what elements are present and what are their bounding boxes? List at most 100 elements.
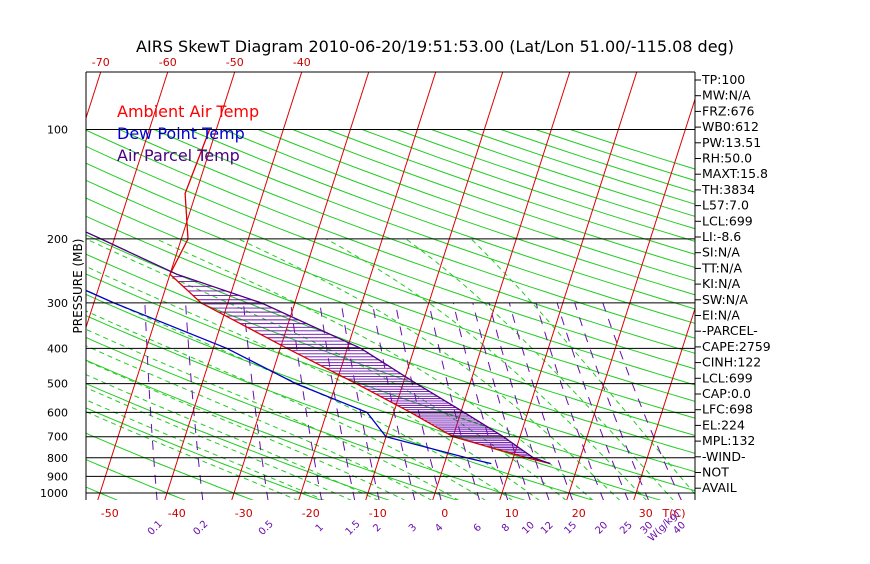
dry-adiabat-line <box>119 130 870 501</box>
index-label: CAPE:2759 <box>702 339 771 354</box>
mixing-ratio-tick-label: 25 <box>618 520 635 537</box>
index-label: RH:50.0 <box>702 151 752 166</box>
mixing-ratio-tick-label: 6 <box>472 522 484 534</box>
mixing-ratio-tick-label: 4 <box>433 522 445 534</box>
legend: Ambient Air Temp Dew Point Temp Air Parcel… <box>117 102 259 165</box>
indices-panel: TP:100MW:N/AFRZ:676WB0:612PW:13.51RH:50.… <box>695 72 771 495</box>
pressure-tick-label: 300 <box>47 297 68 310</box>
bottom-temp-tick-label: 30 <box>639 507 653 520</box>
mixing-ratio-line <box>575 303 649 501</box>
mixing-ratio-tick-label: 3 <box>407 522 419 534</box>
pressure-tick-label: 1000 <box>40 487 68 500</box>
top-temp-tick-label: -70 <box>92 56 110 69</box>
pressure-tick-label: 700 <box>47 431 68 444</box>
bottom-temp-tick-label: -10 <box>369 507 387 520</box>
dry-adiabat-line <box>223 130 870 501</box>
index-label: MW:N/A <box>702 88 751 103</box>
pressure-tick-label: 200 <box>47 233 68 246</box>
index-label: TH:3834 <box>701 182 755 197</box>
moist-adiabat-line <box>28 239 540 501</box>
dry-adiabat-line <box>327 130 870 501</box>
mixing-ratio-tick-label: 2 <box>371 522 383 534</box>
index-label: LI:-8.6 <box>702 229 741 244</box>
index-label: FRZ:676 <box>702 103 755 118</box>
index-label: TT:N/A <box>701 260 742 275</box>
top-temp-tick-label: -50 <box>226 56 244 69</box>
top-temp-tick-label: -60 <box>159 56 177 69</box>
pressure-tick-label: 500 <box>47 378 68 391</box>
dry-adiabat-line <box>362 130 870 501</box>
index-label: LCL:699 <box>702 213 753 228</box>
mixing-ratio-tick-label: 15 <box>563 520 580 537</box>
moist-adiabat-line <box>0 239 299 501</box>
mixing-ratio-tick-label: 10 <box>520 520 537 537</box>
dry-adiabat-line <box>0 130 187 501</box>
pressure-tick-label: 600 <box>47 406 68 419</box>
dry-adiabat-line <box>0 130 322 501</box>
bottom-temp-tick-label: 20 <box>572 507 586 520</box>
index-label: LFC:698 <box>702 402 753 417</box>
mixing-ratio-tick-label: 1 <box>314 522 326 534</box>
mixing-ratio-tick-label: 8 <box>500 522 512 534</box>
dry-adiabat-line <box>0 130 390 501</box>
bottom-temp-tick-label: -40 <box>168 507 186 520</box>
index-label: KI:N/A <box>702 276 741 291</box>
pressure-tick-label: 800 <box>47 452 68 465</box>
index-label: EI:N/A <box>702 308 740 323</box>
index-label: MAXT:15.8 <box>702 166 768 181</box>
bottom-temp-tick-label: -30 <box>235 507 253 520</box>
index-label: WB0:612 <box>702 119 759 134</box>
index-label: TP:100 <box>701 72 745 87</box>
mixing-ratio-tick-label: 0.5 <box>257 519 276 538</box>
index-label: CAP:0.0 <box>702 386 751 401</box>
bottom-temp-tick-label: -20 <box>302 507 320 520</box>
index-label: AVAIL <box>702 480 737 495</box>
index-label: CINH:122 <box>702 355 761 370</box>
mixing-ratio-tick-label: 0.1 <box>146 519 165 538</box>
mixing-ratio-tick-label: 1.5 <box>344 519 363 538</box>
legend-entry: Air Parcel Temp <box>117 146 240 165</box>
mixing-ratio-line <box>536 303 604 501</box>
bottom-temp-tick-label: -50 <box>101 507 119 520</box>
index-label: LCL:699 <box>702 370 753 385</box>
index-label: SI:N/A <box>702 245 740 260</box>
moist-adiabat-line <box>156 239 593 501</box>
index-label: SW:N/A <box>702 292 748 307</box>
index-label: PW:13.51 <box>702 135 761 150</box>
mixing-ratio-line <box>473 303 531 501</box>
y-axis-label: PRESSURE (MB) <box>71 239 85 334</box>
mixing-ratio-line <box>372 303 415 501</box>
dry-adiabat-line <box>293 130 870 501</box>
moist-adiabat-line <box>0 239 459 501</box>
dry-adiabat-line <box>0 130 254 501</box>
isotherm-line <box>0 72 34 500</box>
index-label: NOT <box>702 465 729 480</box>
bottom-temp-tick-label: 10 <box>505 507 519 520</box>
index-label: MPL:132 <box>702 433 755 448</box>
chart-title: AIRS SkewT Diagram 2010-06-20/19:51:53.0… <box>136 37 734 56</box>
index-label: L57:7.0 <box>702 198 749 213</box>
bottom-temp-tick-label: 0 <box>441 507 448 520</box>
mixing-ratio-tick-label: 12 <box>539 520 556 537</box>
legend-entry: Dew Point Temp <box>117 124 245 143</box>
ambient-temp-line <box>170 130 550 464</box>
pressure-tick-label: 400 <box>47 342 68 355</box>
mixing-ratio-tick-label: 0.2 <box>192 519 211 538</box>
mixing-ratio-line <box>603 303 682 501</box>
isotherm-line <box>835 72 870 500</box>
legend-entry: Ambient Air Temp <box>117 102 259 121</box>
index-label: EL:224 <box>702 417 745 432</box>
mixing-ratio-tick-label: 20 <box>594 520 611 537</box>
index-label: -PARCEL- <box>702 323 758 338</box>
top-temp-tick-label: -40 <box>293 56 311 69</box>
index-label: -WIND- <box>702 449 746 464</box>
dry-adiabat-line <box>0 130 662 501</box>
isotherm-line <box>768 72 870 500</box>
pressure-tick-label: 900 <box>47 470 68 483</box>
moist-adiabat-line <box>326 239 647 501</box>
dry-adiabat-line <box>0 130 51 501</box>
moist-adiabat-line <box>86 239 567 501</box>
pressure-tick-label: 100 <box>47 124 68 137</box>
